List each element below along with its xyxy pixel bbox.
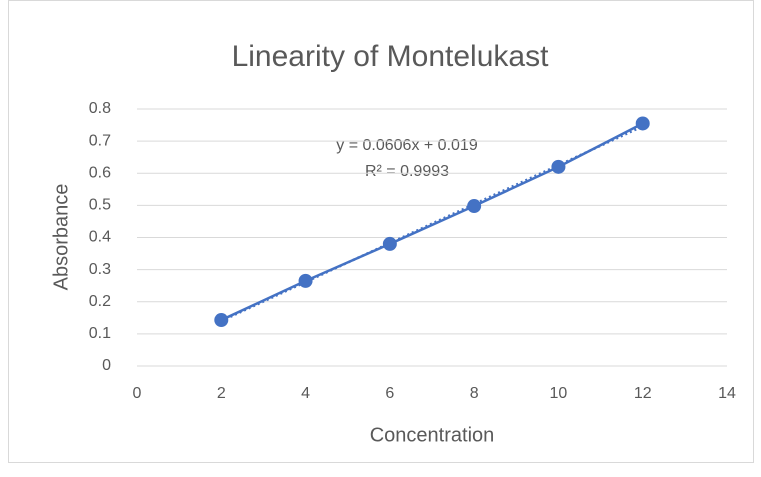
y-tick-label: 0.1 (89, 325, 111, 342)
y-axis-label: Absorbance (50, 184, 72, 291)
x-axis-label: Concentration (370, 424, 495, 446)
x-tick-label: 8 (470, 385, 479, 402)
y-tick-label: 0.8 (89, 100, 111, 117)
x-tick-label: 2 (217, 385, 226, 402)
data-point (214, 313, 229, 328)
data-point (382, 236, 397, 251)
y-tick-label: 0.2 (89, 293, 111, 310)
x-tick-label: 6 (385, 385, 394, 402)
chart-title: Linearity of Montelukast (232, 40, 549, 73)
data-point (467, 199, 482, 214)
x-tick-label: 0 (133, 385, 142, 402)
x-tick-label: 12 (634, 385, 652, 402)
y-tick-label: 0.6 (89, 164, 111, 181)
trendline (220, 125, 644, 323)
y-tick-label: 0.7 (89, 132, 111, 149)
chart-frame (8, 0, 754, 463)
y-tick-label: 0.4 (89, 229, 111, 246)
x-tick-label: 14 (718, 385, 736, 402)
data-point (551, 159, 566, 174)
y-tick-label: 0.5 (89, 197, 111, 214)
y-tick-label: 0 (102, 357, 111, 374)
x-tick-label: 4 (301, 385, 310, 402)
y-tick-label: 0.3 (89, 261, 111, 278)
trendline-equation: y = 0.0606x + 0.019 (336, 137, 478, 154)
data-point (635, 116, 650, 131)
x-tick-label: 10 (550, 385, 568, 402)
data-point (298, 273, 313, 288)
trendline-r2: R² = 0.9993 (365, 163, 449, 180)
